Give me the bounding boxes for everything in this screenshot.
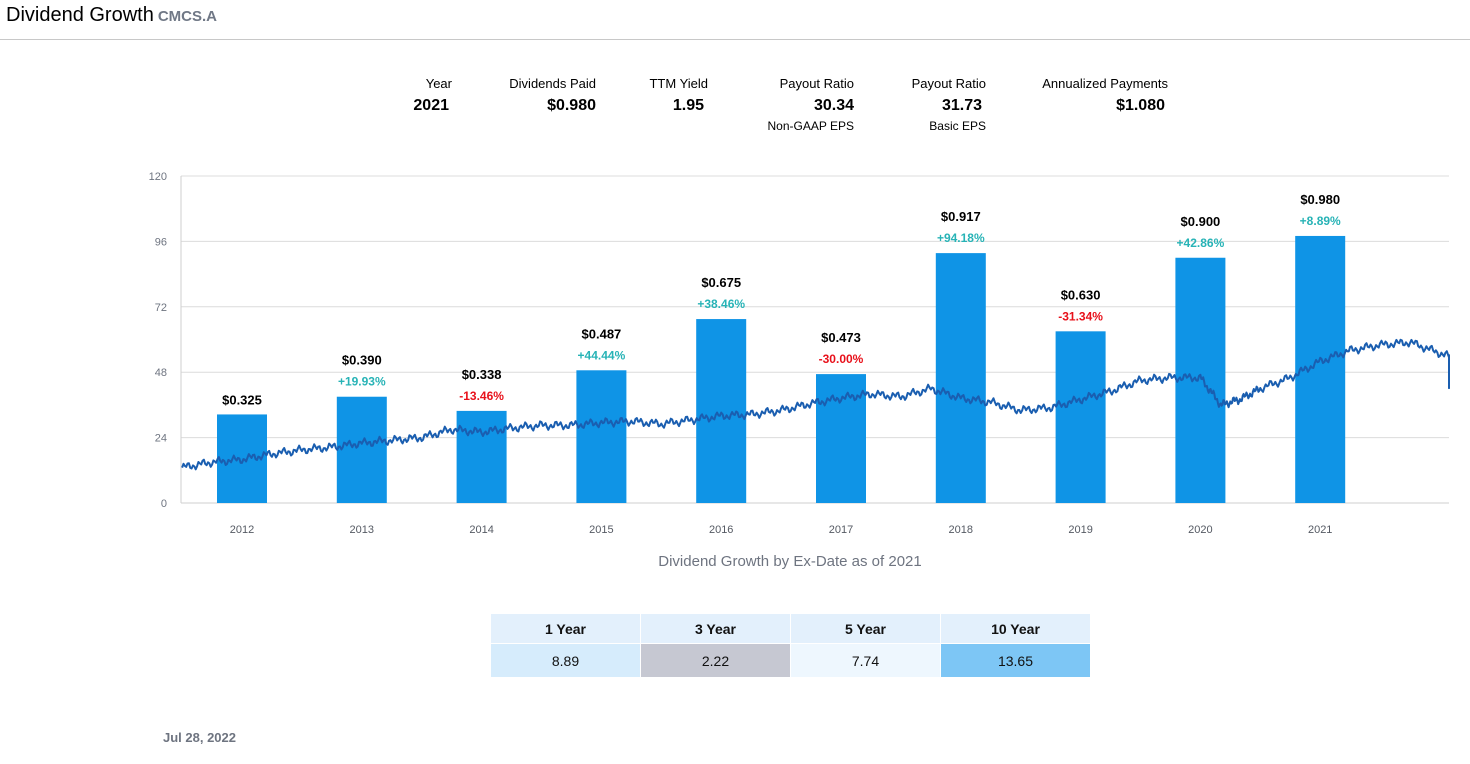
chart-bars	[217, 235, 1346, 503]
x-tick-label: 2017	[829, 524, 853, 536]
stat-label: Payout Ratio	[779, 76, 854, 91]
dividend-bar	[816, 374, 866, 503]
stat-value: $1.080	[1116, 97, 1165, 114]
dividend-growth-chart: 0 24 48 72 96 120 2012 2013 2014 2015 2016 2017 2018…	[149, 171, 1450, 536]
as-of-date: Jul 28, 2022	[163, 730, 236, 745]
stat-label: Annualized Payments	[1042, 76, 1168, 91]
stat-annualized-payments: Annualized Payments $1.080	[1020, 76, 1168, 115]
bar-value-label: $0.325	[222, 392, 262, 407]
ticker-symbol: CMCS.A	[157, 8, 218, 25]
x-tick-label: 2018	[949, 524, 973, 536]
bar-value-label: $0.487	[582, 326, 622, 341]
x-tick-label: 2019	[1068, 524, 1092, 536]
bar-growth-label: -30.00%	[819, 352, 864, 366]
stat-value: 1.95	[672, 97, 704, 114]
growth-header-10-year: 10 Year	[940, 613, 1091, 644]
dividend-bar	[456, 410, 507, 503]
growth-value-3-year: 2.22	[640, 643, 791, 678]
dividend-bar	[1055, 331, 1106, 503]
x-tick-label: 2021	[1308, 524, 1332, 536]
bar-growth-label: +8.89%	[1300, 214, 1341, 228]
chart-caption: Dividend Growth by Ex-Date as of 2021	[658, 553, 922, 570]
stat-label: Payout Ratio	[911, 76, 986, 91]
bar-value-label: $0.917	[941, 209, 981, 224]
bar-value-label: $0.980	[1300, 192, 1340, 207]
price-line	[181, 338, 1450, 471]
bar-value-label: $0.675	[701, 275, 741, 290]
x-tick-label: 2016	[709, 524, 733, 536]
stat-sub-label: Basic EPS	[929, 119, 986, 133]
dividend-bar	[336, 396, 387, 503]
growth-table: 1 Year 3 Year 5 Year 10 Year 8.89 2.22 7…	[490, 613, 1091, 678]
bar-growth-label: +42.86%	[1177, 236, 1225, 250]
page-title: Dividend Growth CMCS.A	[6, 4, 218, 26]
x-tick-label: 2012	[230, 524, 254, 536]
growth-header-3-year: 3 Year	[640, 613, 791, 644]
bar-growth-label: -13.46%	[459, 389, 504, 403]
growth-table-value-row: 8.89 2.22 7.74 13.65	[490, 643, 1091, 678]
bar-value-label: $0.390	[342, 353, 382, 368]
bar-growth-label: +94.18%	[937, 231, 985, 245]
chart-grid	[181, 175, 1449, 439]
stat-payout-ratio-non-gaap: Payout Ratio 30.34 Non-GAAP EPS	[740, 76, 854, 133]
growth-value-10-year: 13.65	[940, 643, 1091, 678]
growth-header-5-year: 5 Year	[790, 613, 941, 644]
y-tick-label: 72	[155, 302, 167, 314]
x-tick-label: 2015	[589, 524, 613, 536]
y-tick-label: 48	[155, 367, 167, 379]
dividend-bar	[1175, 257, 1226, 503]
x-tick-label: 2020	[1188, 524, 1212, 536]
bar-value-label: $0.338	[462, 367, 502, 382]
y-tick-label: 96	[155, 236, 167, 248]
stat-label: Year	[425, 76, 452, 91]
stat-value: 2021	[413, 97, 449, 114]
growth-value-5-year: 7.74	[790, 643, 941, 678]
bar-value-label: $0.473	[821, 330, 861, 345]
stat-dividends-paid: Dividends Paid $0.980	[480, 76, 596, 115]
chart-data-labels: $0.325 $0.390 +19.93% $0.338 -13.46% $0.487 +4…	[222, 192, 1341, 407]
bar-value-label: $0.900	[1181, 214, 1221, 229]
chart-axes: 0 24 48 72 96 120 2012 2013 2014 2015 2016 2017 2018…	[149, 171, 1449, 536]
stat-sub-label: Non-GAAP EPS	[767, 119, 854, 133]
growth-header-1-year: 1 Year	[490, 613, 641, 644]
stat-year: Year 2021	[380, 76, 452, 115]
dividend-bar	[935, 253, 986, 503]
y-tick-label: 0	[161, 498, 167, 510]
dividend-bar	[576, 370, 627, 503]
stat-label: TTM Yield	[649, 76, 708, 91]
bar-growth-label: +38.46%	[697, 297, 745, 311]
page-header: Dividend Growth CMCS.A	[0, 0, 1470, 40]
growth-value-1-year: 8.89	[490, 643, 641, 678]
bar-growth-label: +44.44%	[578, 348, 626, 362]
stat-value: 30.34	[813, 97, 854, 114]
dividend-bar	[696, 319, 747, 503]
stat-label: Dividends Paid	[509, 76, 596, 91]
stat-value: 31.73	[941, 97, 982, 114]
y-tick-label: 24	[155, 433, 167, 445]
bar-growth-label: +19.93%	[338, 375, 386, 389]
stat-ttm-yield: TTM Yield 1.95	[620, 76, 708, 115]
stat-payout-ratio-basic: Payout Ratio 31.73 Basic EPS	[880, 76, 986, 133]
growth-table-header-row: 1 Year 3 Year 5 Year 10 Year	[490, 613, 1091, 644]
chart-price-line	[181, 338, 1450, 471]
dividend-bar	[217, 414, 267, 503]
x-tick-label: 2013	[350, 524, 374, 536]
stat-value: $0.980	[547, 97, 596, 114]
y-tick-label: 120	[149, 171, 167, 183]
x-tick-label: 2014	[469, 524, 493, 536]
bar-value-label: $0.630	[1061, 287, 1101, 302]
bar-growth-label: -31.34%	[1058, 309, 1103, 323]
